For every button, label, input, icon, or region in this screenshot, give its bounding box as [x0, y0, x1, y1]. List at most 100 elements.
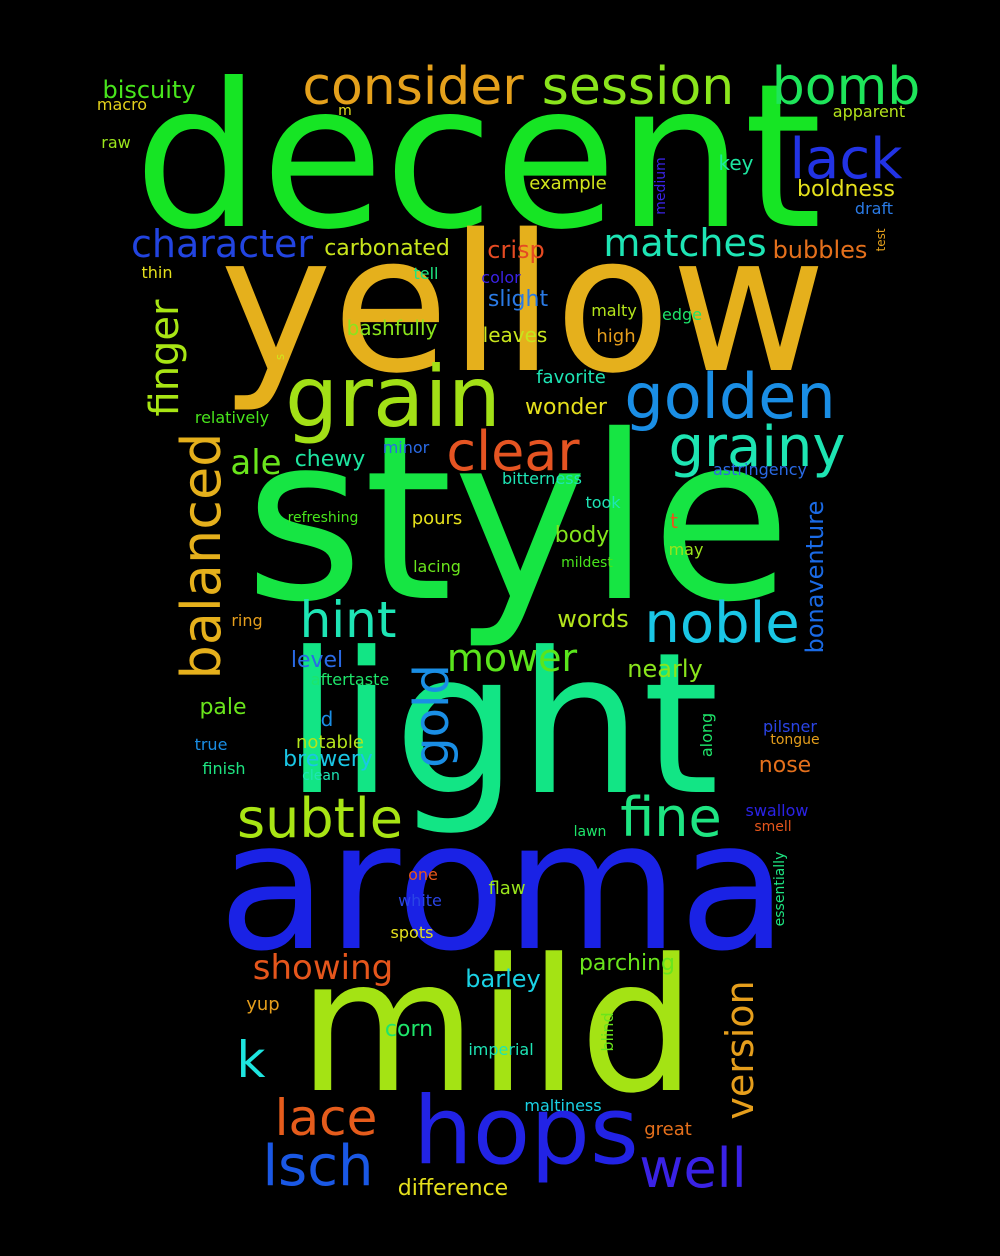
word: bomb: [772, 57, 920, 117]
word: mildest: [561, 555, 613, 571]
word: corn: [385, 1017, 433, 1042]
word: biscuity: [102, 76, 195, 104]
word: d: [321, 707, 334, 731]
word: true: [195, 735, 228, 754]
word: matches: [603, 221, 766, 265]
word: took: [585, 493, 621, 512]
word: session: [542, 57, 735, 117]
word: one: [408, 865, 438, 884]
word: ring: [231, 611, 262, 630]
word: parching: [579, 951, 675, 976]
word: bubbles: [773, 236, 868, 264]
word: leaves: [483, 323, 548, 347]
word: test: [874, 228, 888, 251]
word: light: [285, 611, 719, 839]
word: nose: [759, 753, 811, 778]
word: boldness: [797, 177, 895, 202]
word: mild: [298, 920, 696, 1134]
word: subtle: [237, 787, 403, 850]
word: s: [273, 354, 287, 360]
word: blind: [598, 1012, 617, 1051]
word: mower: [447, 636, 578, 680]
word: essentially: [772, 852, 788, 927]
word: style: [245, 386, 792, 652]
word: along: [697, 713, 716, 757]
word: flaw: [488, 878, 525, 899]
word: white: [398, 891, 442, 910]
word: medium: [653, 157, 669, 215]
word: m: [338, 103, 352, 119]
word: malty: [591, 301, 637, 320]
word: t: [670, 509, 678, 533]
word: example: [529, 173, 606, 194]
word: great: [644, 1119, 692, 1140]
word: noble: [644, 591, 799, 656]
word: smell: [754, 819, 791, 835]
word: level: [291, 648, 343, 673]
word: clean: [302, 768, 340, 784]
word: character: [131, 222, 313, 266]
word: apparent: [833, 102, 905, 121]
word: gold: [404, 664, 460, 768]
word: yup: [246, 994, 280, 1015]
word: hint: [300, 591, 397, 649]
word: clear: [446, 420, 580, 483]
word: swallow: [746, 801, 809, 820]
word: pilsner: [763, 717, 817, 736]
word: aftertaste: [311, 670, 389, 689]
word: difference: [398, 1176, 508, 1201]
word: barley: [465, 965, 540, 993]
word: ale: [230, 443, 281, 483]
word: spots: [391, 923, 434, 942]
word: minor: [383, 438, 430, 457]
word: tongue: [770, 732, 819, 748]
word: lace: [275, 1089, 378, 1147]
word: aroma: [218, 783, 788, 990]
word: k: [237, 1031, 266, 1089]
word: nearly: [627, 655, 702, 683]
word: golden: [624, 360, 835, 433]
word: consider: [302, 57, 524, 117]
word: macro: [97, 95, 147, 114]
word: may: [669, 540, 704, 559]
word: chewy: [295, 447, 366, 472]
word: finish: [202, 759, 245, 778]
word: color: [481, 268, 521, 287]
word: lacing: [413, 557, 461, 576]
word: high: [596, 326, 635, 347]
word: draft: [855, 199, 893, 218]
word: pours: [412, 508, 463, 529]
word: bitterness: [502, 469, 582, 488]
word: yellow: [220, 194, 827, 415]
word: decent: [134, 41, 822, 274]
word: showing: [253, 948, 393, 988]
word: edge: [662, 305, 702, 324]
word: crisp: [487, 236, 544, 264]
word: carbonated: [324, 236, 450, 261]
word: finger: [142, 299, 188, 417]
word: bonaventure: [801, 501, 829, 654]
word: refreshing: [288, 510, 359, 526]
word: pale: [199, 695, 246, 720]
word: balanced: [170, 433, 233, 680]
word: well: [639, 1137, 746, 1200]
word: favorite: [536, 367, 606, 388]
word: astringency: [713, 460, 807, 479]
word: grain: [285, 348, 501, 446]
word: body: [555, 523, 609, 548]
word: version: [718, 980, 762, 1119]
word: imperial: [468, 1040, 533, 1059]
word: tell: [413, 264, 438, 283]
word: slight: [488, 287, 549, 312]
word: maltiness: [524, 1096, 601, 1115]
word: hops: [413, 1077, 639, 1186]
word: raw: [101, 133, 130, 152]
word: bashfully: [347, 316, 438, 340]
word: relatively: [195, 408, 269, 427]
word: wonder: [525, 395, 608, 420]
word: lawn: [574, 824, 607, 840]
word: grainy: [668, 415, 845, 480]
word: words: [557, 605, 629, 633]
